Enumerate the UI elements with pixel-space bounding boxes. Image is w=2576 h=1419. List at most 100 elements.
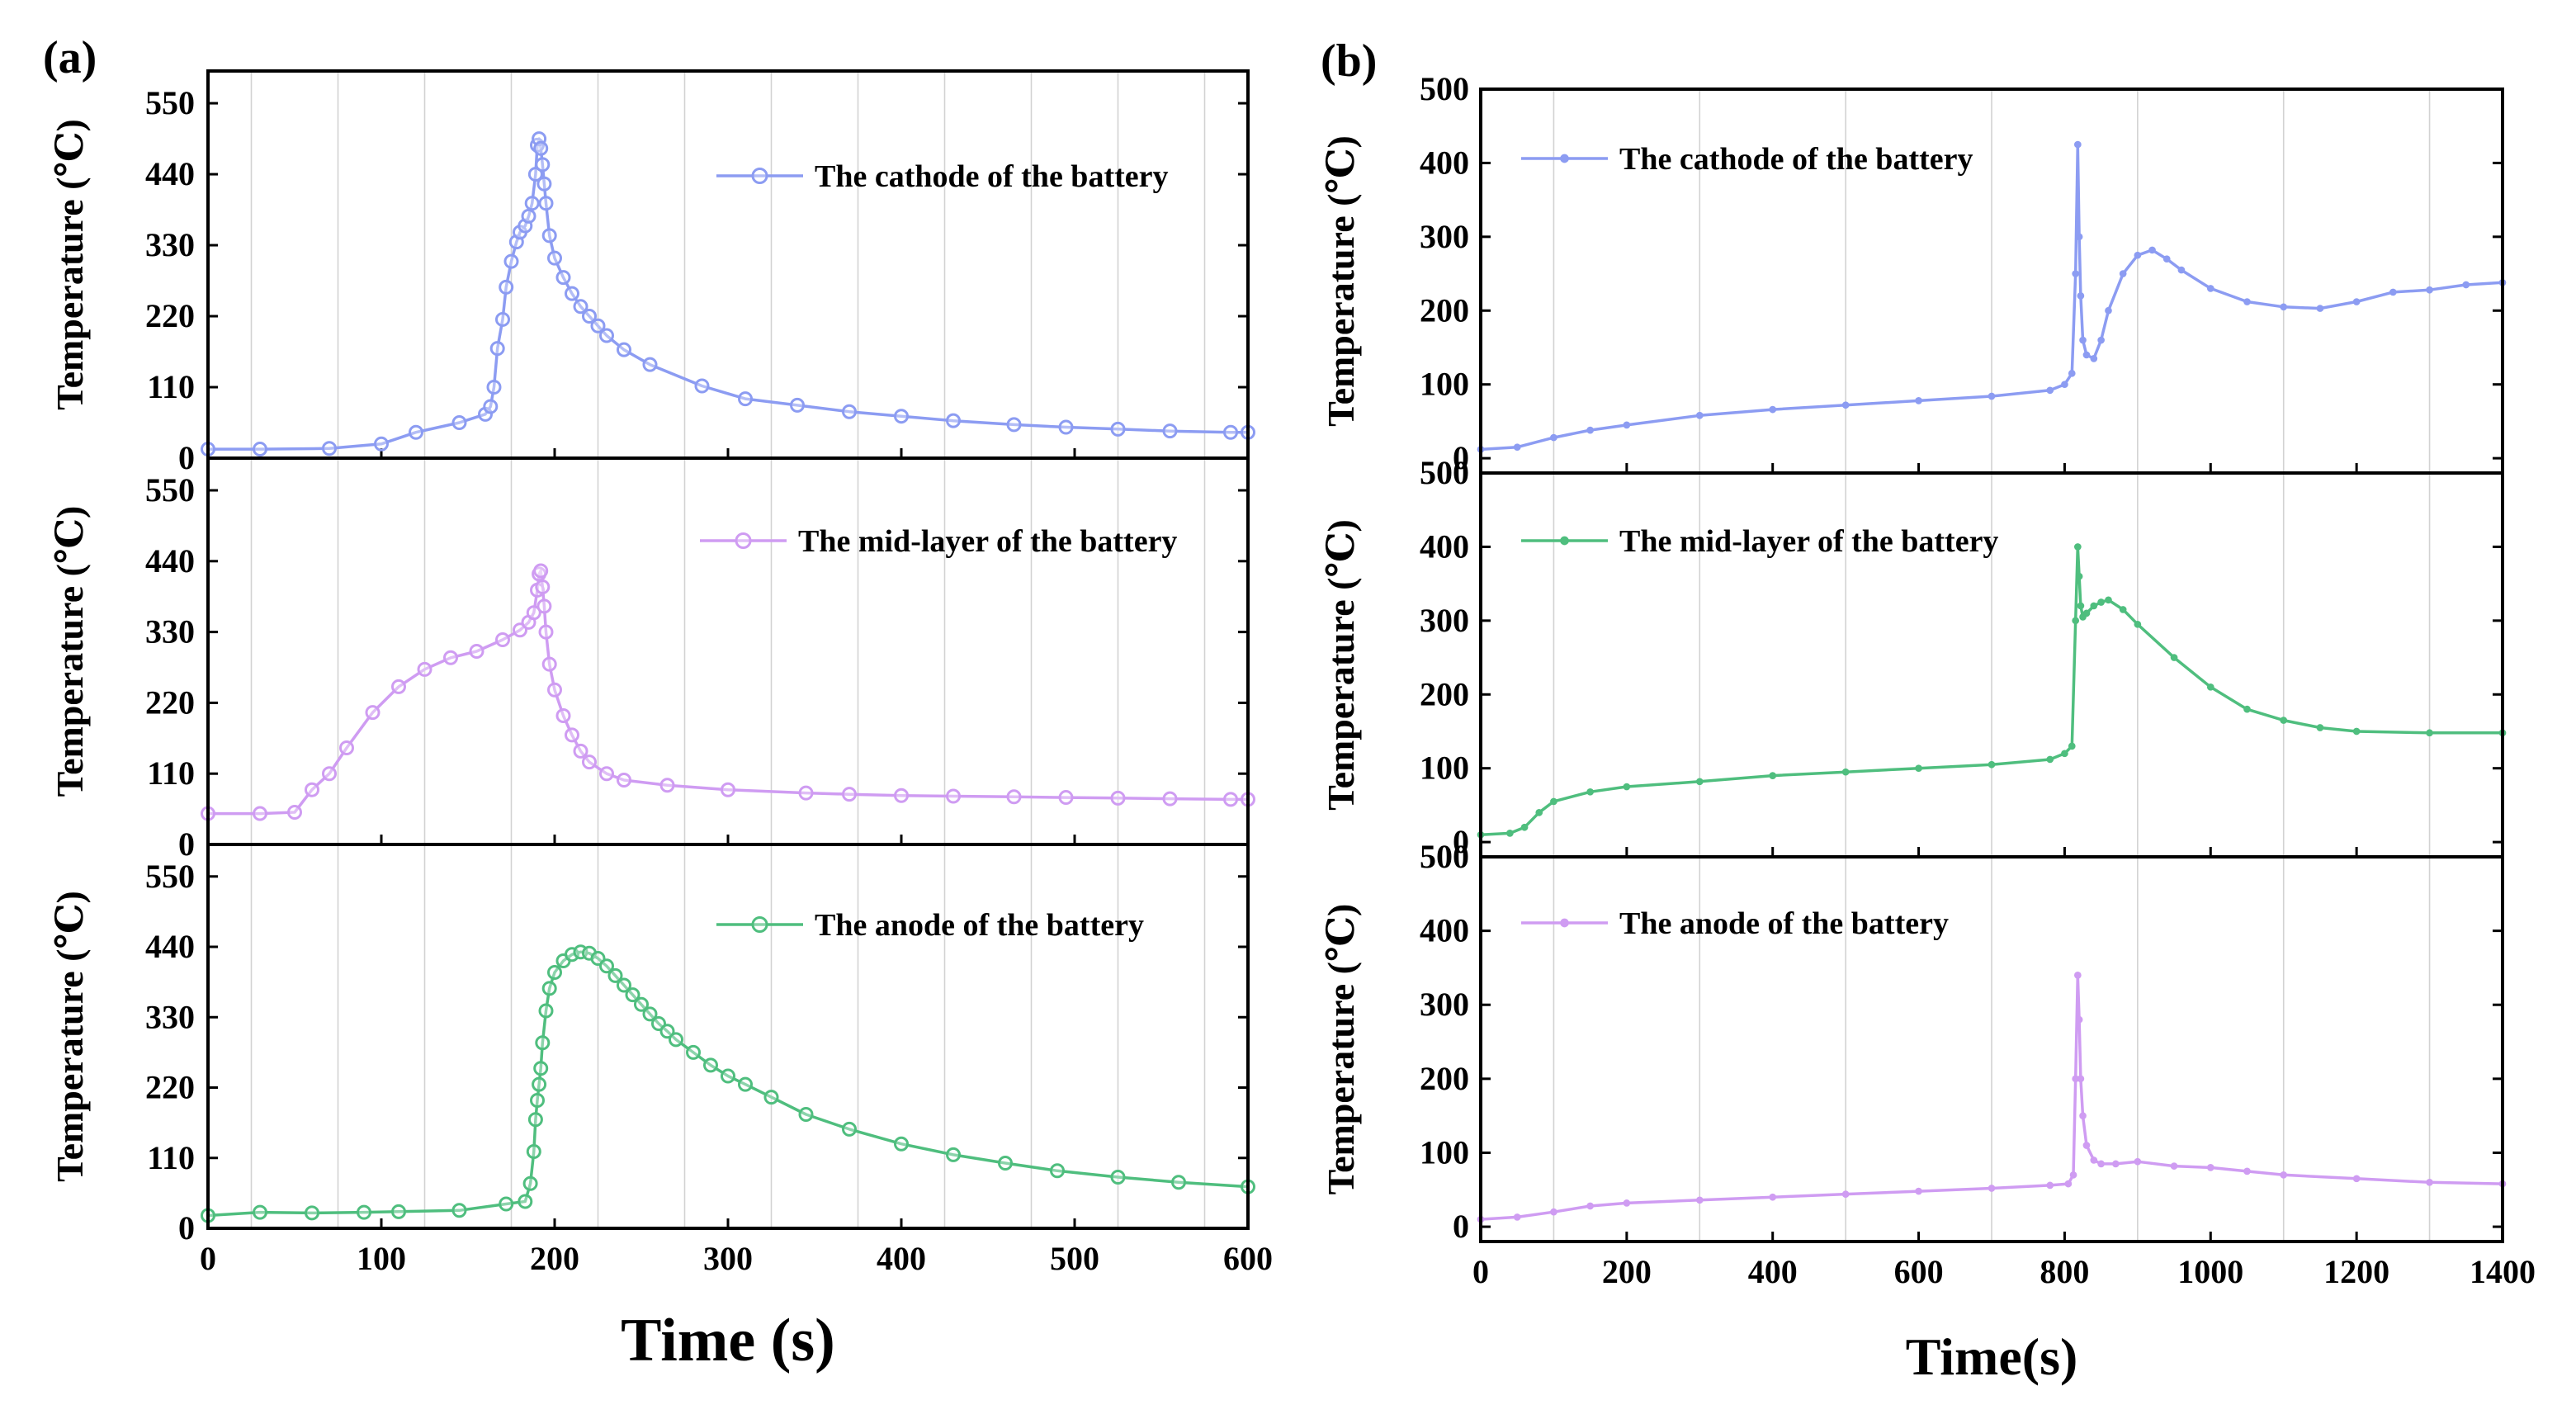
data-point <box>2105 306 2112 315</box>
data-point <box>374 436 389 452</box>
data-point <box>357 1204 371 1220</box>
data-point <box>287 805 302 820</box>
data-point <box>535 579 551 594</box>
legend-marker <box>751 916 768 933</box>
data-point <box>2389 288 2397 296</box>
data-point <box>2206 1164 2214 1171</box>
data-point <box>565 286 579 301</box>
data-point <box>1586 1202 1594 1210</box>
data-point <box>526 605 541 621</box>
data-point <box>2111 1160 2120 1168</box>
data-point <box>2162 255 2171 263</box>
x-tick-label: 1200 <box>2323 1253 2389 1290</box>
data-point <box>842 1121 857 1137</box>
data-point <box>538 196 554 211</box>
y-tick-label: 330 <box>145 998 195 1035</box>
data-point <box>526 1144 541 1159</box>
y-tick-label: 200 <box>1420 1060 1469 1097</box>
data-point <box>1513 443 1521 452</box>
data-point <box>533 563 549 579</box>
data-point <box>1050 1163 1065 1179</box>
y-tick-label: 500 <box>1420 70 1469 107</box>
data-point <box>634 996 649 1012</box>
data-point <box>499 1196 514 1212</box>
data-point <box>2316 305 2324 312</box>
y-axis-label: Temperature (℃) <box>1320 519 1362 811</box>
data-point <box>538 624 554 640</box>
data-point <box>1695 411 1704 419</box>
data-point <box>1988 760 1996 769</box>
data-point <box>536 176 552 192</box>
data-point <box>2134 1157 2142 1166</box>
y-tick-label: 0 <box>1453 823 1469 860</box>
series <box>201 944 1255 1223</box>
data-point <box>2061 381 2068 389</box>
data-point <box>694 378 710 394</box>
data-point <box>2243 705 2251 713</box>
legend-marker <box>735 532 752 549</box>
subplot-2: 0 110 220 330 440 550 Temperature (℃) The mid-l… <box>49 456 1255 863</box>
data-point <box>527 167 543 182</box>
data-point <box>322 766 337 782</box>
data-point <box>2079 336 2087 344</box>
panel-a: (a) 0 110 220 330 440 550 Temperature (℃) The ca… <box>43 32 1273 1374</box>
data-point <box>555 708 571 723</box>
y-tick-label: 400 <box>1420 144 1469 181</box>
data-point <box>2064 1180 2073 1188</box>
data-point <box>894 788 909 803</box>
data-point <box>599 766 614 782</box>
series <box>1477 140 2507 453</box>
data-point <box>2352 298 2361 305</box>
y-tick-label: 110 <box>147 368 195 405</box>
data-point <box>2072 270 2080 277</box>
legend-label: The cathode of the battery <box>815 159 1168 194</box>
legend-marker <box>1560 536 1569 546</box>
data-point <box>1915 397 1922 404</box>
data-point <box>443 650 458 665</box>
data-point <box>2426 286 2433 294</box>
data-point <box>2280 717 2288 724</box>
data-point <box>790 397 805 413</box>
data-point <box>659 778 675 793</box>
x-tick-label: 400 <box>1748 1253 1798 1290</box>
data-point <box>2170 654 2178 661</box>
legend: The cathode of the battery <box>1521 142 1973 177</box>
data-point <box>2073 140 2082 149</box>
series <box>201 563 1255 821</box>
data-point <box>253 1204 267 1220</box>
legend-marker <box>1560 918 1569 928</box>
data-point <box>1586 426 1594 434</box>
data-point <box>2462 281 2470 289</box>
y-axis-label: Temperature (℃) <box>1320 904 1362 1195</box>
data-point <box>2170 1162 2178 1170</box>
data-point <box>2134 251 2142 259</box>
data-point <box>339 740 354 755</box>
x-tick-label: 800 <box>2040 1253 2089 1290</box>
data-point <box>535 1035 551 1051</box>
series-line <box>207 950 1249 1218</box>
data-point <box>2280 1171 2288 1179</box>
x-tick-label: 200 <box>1602 1253 1652 1290</box>
data-point <box>322 441 337 456</box>
data-point <box>2082 609 2091 617</box>
data-point <box>738 1076 753 1092</box>
plot-frame <box>1479 855 2504 1243</box>
legend: The cathode of the battery <box>716 159 1168 194</box>
data-point <box>721 782 735 797</box>
data-point <box>2046 1181 2054 1190</box>
series <box>1477 543 2507 839</box>
data-point <box>2426 729 2433 737</box>
legend-label: The mid-layer of the battery <box>798 524 1177 559</box>
legend-label: The mid-layer of the battery <box>1619 524 1998 559</box>
y-tick-label: 400 <box>1420 527 1469 565</box>
panel-label: (b) <box>1321 35 1377 87</box>
data-point <box>2177 266 2186 274</box>
x-axis-title: Time (s) <box>621 1307 835 1374</box>
y-tick-label: 550 <box>145 84 195 121</box>
y-tick-label: 300 <box>1420 218 1469 255</box>
data-point <box>686 1044 701 1060</box>
data-point <box>1513 1213 1521 1221</box>
y-tick-label: 550 <box>145 858 195 895</box>
data-point <box>2075 1015 2083 1024</box>
